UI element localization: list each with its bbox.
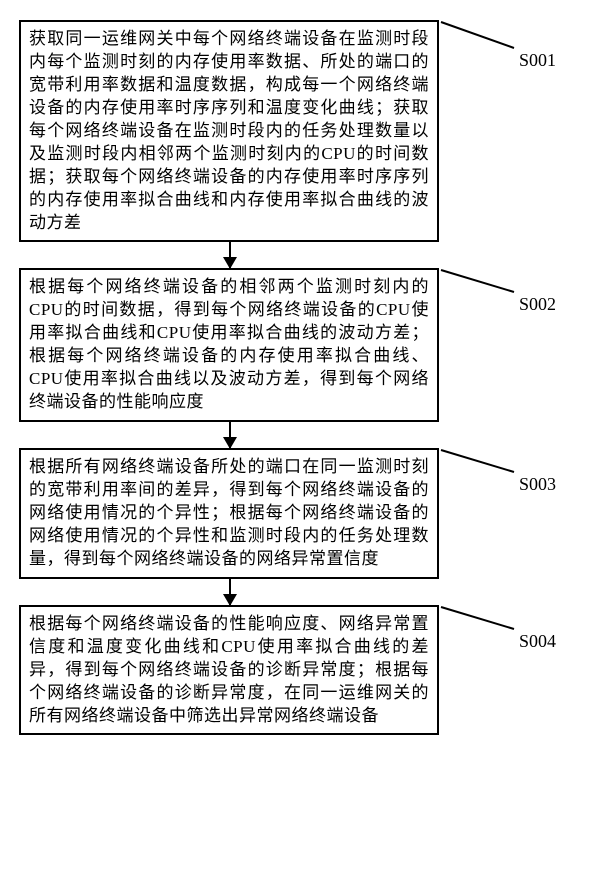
step-box-S001: 获取同一运维网关中每个网络终端设备在监测时段内每个监测时刻的内存使用率数据、所处… [19,20,439,242]
step-label-S002: S002 [519,294,556,315]
step-box-S002: 根据每个网络终端设备的相邻两个监测时刻内的CPU的时间数据，得到每个网络终端设备… [19,268,439,422]
step-label-S004: S004 [519,631,556,652]
step-row-S001: 获取同一运维网关中每个网络终端设备在监测时段内每个监测时刻的内存使用率数据、所处… [19,20,579,242]
step-row-S003: 根据所有网络终端设备所处的端口在同一监测时刻的宽带利用率间的差异，得到每个网络终… [19,448,579,579]
arrow-down-2 [229,579,231,605]
arrow-down-0 [229,242,231,268]
step-box-S004: 根据每个网络终端设备的性能响应度、网络异常置信度和温度变化曲线和CPU使用率拟合… [19,605,439,736]
step-label-S001: S001 [519,50,556,71]
arrow-down-1 [229,422,231,448]
step-box-S003: 根据所有网络终端设备所处的端口在同一监测时刻的宽带利用率间的差异，得到每个网络终… [19,448,439,579]
step-row-S004: 根据每个网络终端设备的性能响应度、网络异常置信度和温度变化曲线和CPU使用率拟合… [19,605,579,736]
step-row-S002: 根据每个网络终端设备的相邻两个监测时刻内的CPU的时间数据，得到每个网络终端设备… [19,268,579,422]
flowchart-container: 获取同一运维网关中每个网络终端设备在监测时段内每个监测时刻的内存使用率数据、所处… [19,20,579,735]
step-label-S003: S003 [519,474,556,495]
